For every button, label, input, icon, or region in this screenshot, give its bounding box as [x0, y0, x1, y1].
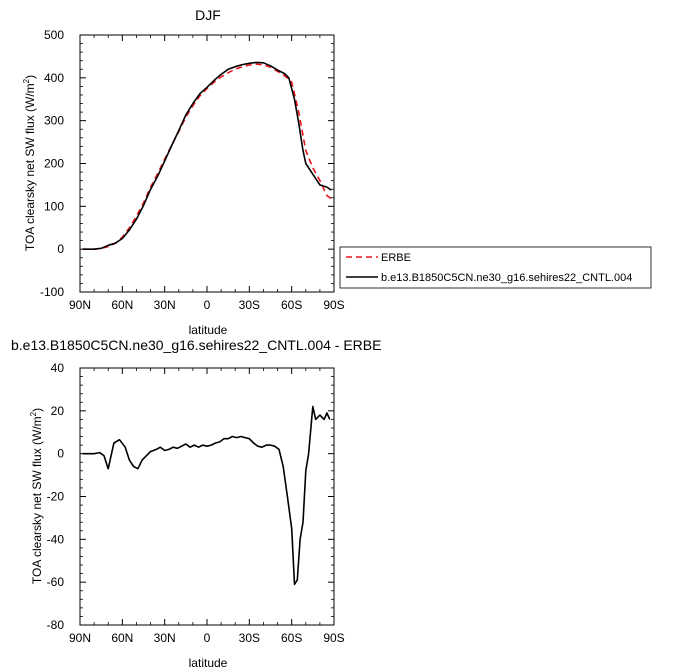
x-tick-label: 60N: [111, 631, 133, 645]
y-tick-label: 0: [57, 447, 64, 461]
legend-label-erbe: ERBE: [381, 252, 411, 264]
plot-frame: [79, 367, 335, 626]
x-tick-label: 0: [204, 631, 211, 645]
x-tick-label: 30S: [239, 631, 260, 645]
y-tick-label: 300: [44, 114, 64, 128]
x-tick-label: 30N: [154, 298, 176, 312]
y-tick-label: -60: [47, 575, 65, 589]
chart-title: b.e13.B1850C5CN.ne30_g16.sehires22_CNTL.…: [11, 337, 381, 353]
y-tick-label: 400: [44, 71, 64, 85]
y-tick-label: -40: [47, 532, 65, 546]
x-tick-label: 90N: [69, 631, 91, 645]
flux-chart-panel: DJF 90N 60N 30N 0 30S 60S 90S -100 0 100 200 300 400…: [22, 7, 345, 337]
y-tick-label: 500: [44, 28, 64, 42]
x-axis-label: latitude: [189, 323, 228, 337]
y-axis-label: TOA clearsky net SW flux (W/m2): [22, 75, 37, 251]
y-tick-label: 100: [44, 199, 64, 213]
y-tick-label: -80: [47, 618, 65, 632]
y-tick-label: 20: [51, 404, 65, 418]
series-line-difference: [82, 405, 331, 586]
series-line-b-e13-b1850c5cn-ne30-g16: [82, 61, 332, 250]
plot-frame: [79, 34, 335, 293]
x-tick-label: 60N: [111, 298, 133, 312]
legend-label-model: b.e13.B1850C5CN.ne30_g16.sehires22_CNTL.…: [381, 272, 632, 284]
legend: ERBE b.e13.B1850C5CN.ne30_g16.sehires22_…: [339, 246, 652, 289]
x-tick-label: 90N: [69, 298, 91, 312]
y-tick-label: 40: [51, 361, 65, 375]
x-tick-label: 30S: [239, 298, 260, 312]
series-line-erbe: [82, 63, 332, 250]
x-tick-label: 60S: [281, 631, 302, 645]
y-tick-label: 0: [57, 242, 64, 256]
x-tick-label: 60S: [281, 298, 302, 312]
x-axis-label: latitude: [189, 656, 228, 670]
chart-title: DJF: [195, 7, 221, 23]
y-axis-label: TOA clearsky net SW flux (W/m2): [29, 408, 44, 584]
x-tick-label: 90S: [323, 298, 344, 312]
legend-box: [339, 246, 652, 289]
difference-chart-panel: b.e13.B1850C5CN.ne30_g16.sehires22_CNTL.…: [11, 337, 381, 670]
y-tick-label: 200: [44, 157, 64, 171]
y-tick-label: -20: [47, 490, 65, 504]
x-tick-label: 30N: [154, 631, 176, 645]
y-tick-label: -100: [40, 285, 64, 299]
x-tick-label: 0: [204, 298, 211, 312]
x-tick-label: 90S: [323, 631, 344, 645]
